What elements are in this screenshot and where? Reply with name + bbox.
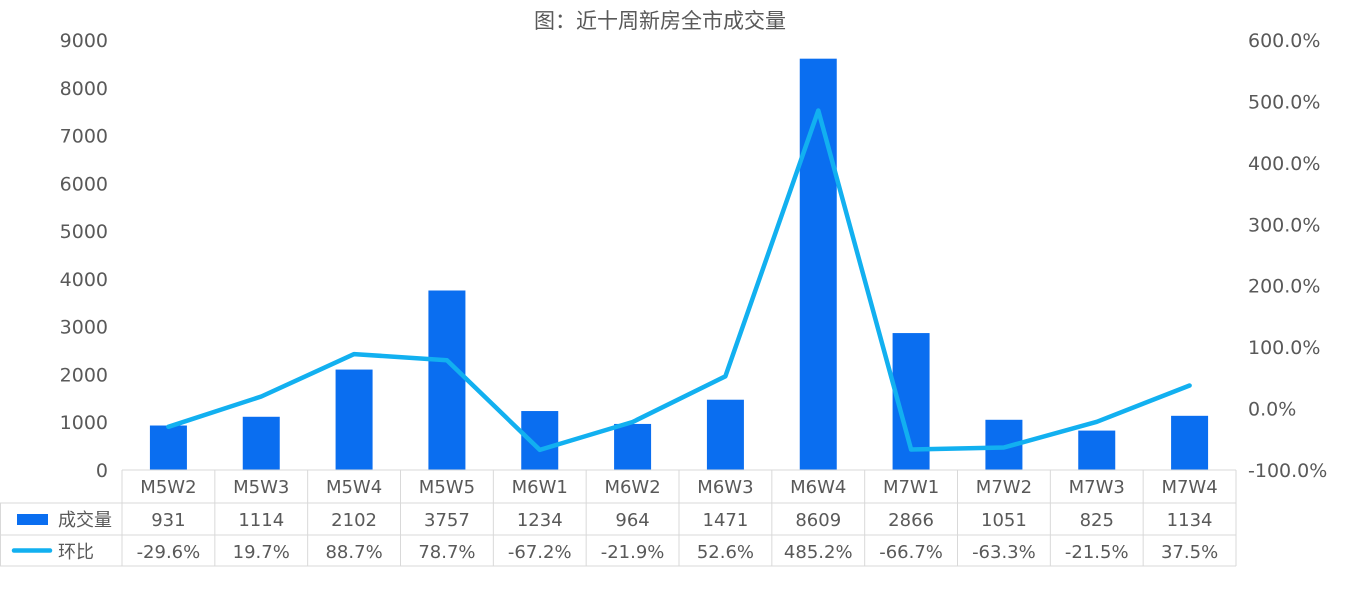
- right-tick-label: 100.0%: [1248, 337, 1320, 359]
- bar-value-label: 1051: [981, 510, 1027, 531]
- bar: [1078, 430, 1116, 470]
- line-value-label: -67.2%: [508, 542, 572, 563]
- line-series: [166, 108, 1192, 453]
- right-tick-label: 0.0%: [1248, 399, 1296, 421]
- category-label: M5W2: [140, 477, 196, 498]
- right-tick-label: 200.0%: [1248, 276, 1320, 298]
- bar-value-label: 964: [615, 510, 649, 531]
- right-tick-label: 400.0%: [1248, 153, 1320, 175]
- bar-series: [149, 58, 1209, 470]
- bar: [1171, 415, 1209, 470]
- line-value-label: -66.7%: [879, 542, 943, 563]
- right-tick-label: -100.0%: [1248, 460, 1327, 482]
- right-tick-label: 300.0%: [1248, 214, 1320, 236]
- bar-value-label: 1234: [517, 510, 563, 531]
- line-value-label: -29.6%: [137, 542, 201, 563]
- bar-value-label: 1134: [1167, 510, 1213, 531]
- right-tick-label: 500.0%: [1248, 91, 1320, 113]
- legend-bar-swatch: [17, 514, 48, 525]
- left-axis: 0 1000 2000 3000 4000 5000 6000 7000 8000 9000: [60, 30, 108, 482]
- data-table: M5W2 M5W3 M5W4 M5W5 M6W1 M6W2 M6W3 M6W4 M7W1 M7W2…: [0, 469, 1237, 567]
- category-label: M5W3: [233, 477, 289, 498]
- left-tick-label: 7000: [60, 126, 108, 148]
- line-value-label: -21.5%: [1065, 542, 1129, 563]
- bar: [614, 423, 652, 470]
- bar: [521, 411, 559, 470]
- line-value-label: 88.7%: [325, 542, 382, 563]
- bar-value-label: 3757: [424, 510, 470, 531]
- category-label: M6W3: [697, 477, 753, 498]
- bar: [335, 369, 373, 470]
- bar-value-label: 825: [1080, 510, 1114, 531]
- line-value-label: 52.6%: [697, 542, 754, 563]
- left-tick-label: 1000: [60, 412, 108, 434]
- line-value-label: -63.3%: [972, 542, 1036, 563]
- category-label: M5W4: [326, 477, 382, 498]
- left-tick-label: 6000: [60, 173, 108, 195]
- category-label: M5W5: [419, 477, 475, 498]
- line-value-label: 19.7%: [233, 542, 290, 563]
- category-label: M7W4: [1161, 477, 1217, 498]
- left-tick-label: 2000: [60, 364, 108, 386]
- bar: [149, 425, 187, 470]
- category-label: M6W1: [512, 477, 568, 498]
- left-tick-label: 0: [96, 460, 108, 482]
- category-label: M7W2: [976, 477, 1032, 498]
- line-path: [166, 108, 1192, 453]
- bar-value-label: 1114: [238, 510, 284, 531]
- line-value-label: -21.9%: [601, 542, 665, 563]
- chart-title: 图：近十周新房全市成交量: [534, 9, 786, 33]
- left-tick-label: 9000: [60, 30, 108, 52]
- category-label: M6W2: [604, 477, 660, 498]
- right-axis: -100.0% 0.0% 100.0% 200.0% 300.0% 400.0% 500.0…: [1248, 30, 1327, 482]
- bar-value-label: 2102: [331, 510, 377, 531]
- bar-value-label: 8609: [795, 510, 841, 531]
- bar: [799, 58, 837, 470]
- left-tick-label: 3000: [60, 317, 108, 339]
- bar-value-label: 2866: [888, 510, 934, 531]
- bar-value-label: 1471: [703, 510, 749, 531]
- left-tick-label: 8000: [60, 78, 108, 100]
- category-label: M6W4: [790, 477, 846, 498]
- bar-value-label: 931: [151, 510, 185, 531]
- line-value-label: 37.5%: [1161, 542, 1218, 563]
- left-tick-label: 5000: [60, 221, 108, 243]
- line-value-label: 78.7%: [418, 542, 475, 563]
- category-label: M7W3: [1069, 477, 1125, 498]
- category-label: M7W1: [883, 477, 939, 498]
- bar: [428, 290, 466, 470]
- left-tick-label: 4000: [60, 269, 108, 291]
- right-tick-label: 600.0%: [1248, 30, 1320, 52]
- line-value-label: 485.2%: [784, 542, 853, 563]
- legend-bar-label: 成交量: [58, 510, 112, 531]
- bar: [706, 399, 744, 470]
- legend-line-label: 环比: [58, 542, 94, 563]
- bar: [242, 416, 280, 470]
